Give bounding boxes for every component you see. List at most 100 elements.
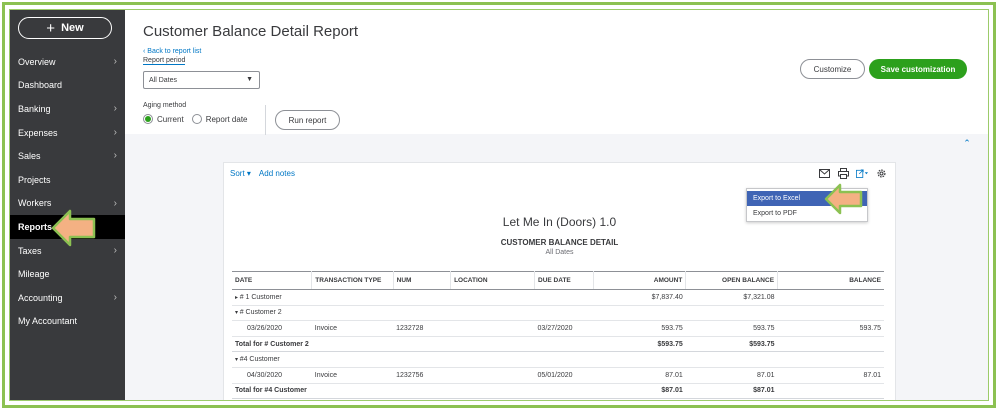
sidebar-item-taxes[interactable]: Taxes › [10,239,125,263]
table-cell [450,305,535,322]
table-cell: ▾ #4 Customer [232,351,312,368]
radio-current[interactable] [143,114,153,124]
table-cell: 87.01 [593,367,686,384]
table-cell [311,305,394,322]
table-cell [450,336,535,353]
table-cell [393,383,451,400]
export-to-pdf-option[interactable]: Export to PDF [753,210,797,217]
table-cell: $87.01 [685,383,778,400]
table-cell [777,336,884,353]
row-group-label: # 1 Customer [239,293,282,301]
column-header[interactable]: BALANCE [777,271,884,290]
radio-current-label: Current [157,114,184,124]
sidebar-item-dashboard[interactable]: Dashboard [10,74,125,98]
table-cell: ▸ # 1 Customer [232,289,312,306]
sidebar-item-label: My Accountant [18,316,78,327]
expand-icon[interactable]: ▸ [235,294,240,301]
column-header[interactable]: OPEN BALANCE [685,271,779,290]
chevron-right-icon: › [113,103,117,115]
sidebar-item-expenses[interactable]: Expenses › [10,121,125,145]
report-card: Sort ▾ Add notes Export to Excel [223,162,896,400]
chevron-up-icon[interactable]: ⌃ [963,137,971,148]
table-cell: ▾ # Customer 2 [232,305,312,322]
app-window: + New Overview › Dashboard Banking › Expenses… [9,9,989,401]
table-cell [311,383,394,400]
chevron-left-icon: ‹ [143,48,148,55]
table-cell: 1232728 [393,320,451,337]
table-row[interactable]: 03/26/2020 Invoice 1232728 03/27/2020 593.75… [232,320,884,337]
table-row[interactable]: 04/30/2020 Invoice 1232756 05/01/2020 87.01 8… [232,367,884,384]
sidebar-item-label: Expenses [18,127,58,138]
table-cell: 05/01/2020 [534,367,594,384]
collapse-icon[interactable]: ▾ [235,310,240,317]
table-cell: 03/27/2020 [534,320,594,337]
email-icon[interactable] [818,167,830,179]
report-period-value: All Dates [149,76,178,84]
column-header[interactable]: AMOUNT [593,271,687,290]
sidebar-item-label: Accounting [18,292,63,303]
sidebar-item-banking[interactable]: Banking › [10,97,125,121]
main-content: Customer Balance Detail Report ‹ Back to… [125,10,988,400]
sidebar-item-label: Dashboard [18,80,63,91]
sidebar-item-my-accountant[interactable]: My Accountant [10,310,125,334]
table-cell: 03/26/2020 [232,320,312,337]
column-header[interactable]: NUM [393,271,452,290]
sidebar-item-sales[interactable]: Sales › [10,144,125,168]
chevron-right-icon: › [113,291,117,303]
table-cell [534,351,594,368]
table-row: ▸ # 1 Customer $7,837.40 $7,321.08 [232,289,884,306]
table-cell: Total for #4 Customer [232,383,312,400]
column-header[interactable]: TRANSACTION TYPE [311,271,394,290]
table-cell: 1232756 [393,367,451,384]
table-cell [593,351,686,368]
chevron-right-icon: › [113,126,117,138]
print-icon[interactable] [837,167,849,179]
table-cell: $593.75 [685,336,778,353]
customize-button[interactable]: Customize [800,59,865,79]
sidebar-item-workers[interactable]: Workers › [10,192,125,216]
sidebar-item-label: Taxes [18,245,42,256]
table-cell [685,305,778,322]
column-header[interactable]: DUE DATE [534,271,594,290]
sidebar-item-label: Mileage [18,269,50,280]
table-cell: 593.75 [777,320,884,337]
sidebar-item-mileage[interactable]: Mileage [10,262,125,286]
table-cell: 593.75 [593,320,686,337]
table-row: Total for # Customer 2 $593.75 $593.75 [232,336,884,353]
column-header[interactable]: LOCATION [450,271,536,290]
table-cell [311,351,394,368]
chevron-right-icon: › [113,244,117,256]
export-icon[interactable] [856,167,868,179]
sidebar-item-overview[interactable]: Overview › [10,50,125,74]
table-cell [450,367,535,384]
sidebar-item-accounting[interactable]: Accounting › [10,286,125,310]
caret-down-icon: ▾ [244,169,251,178]
sidebar-item-label: Sales [18,151,41,162]
add-notes-link[interactable]: Add notes [258,169,295,178]
nav-menu: Overview › Dashboard Banking › Expenses › Sales… [10,50,125,333]
table-cell [450,320,535,337]
radio-report-date[interactable] [191,114,202,124]
table-cell: $593.75 [593,336,686,353]
new-button[interactable]: + New [18,17,112,39]
save-customization-button[interactable]: Save customization [869,59,967,79]
table-cell [685,351,778,368]
sort-dropdown[interactable]: Sort ▾ [230,169,251,178]
table-cell: 04/30/2020 [232,367,312,384]
callout-arrow-export [824,183,863,215]
sidebar-item-projects[interactable]: Projects [10,168,125,192]
back-to-report-list-link[interactable]: ‹ Back to report list [143,48,201,55]
column-header[interactable]: DATE [232,271,313,290]
run-report-button[interactable]: Run report [275,110,340,130]
page-title: Customer Balance Detail Report [143,23,359,40]
gear-icon[interactable] [875,167,887,179]
table-cell [777,289,884,306]
report-period-select[interactable]: All Dates ▼ [143,71,260,89]
collapse-icon[interactable]: ▾ [235,357,240,364]
table-cell: $7,837.40 [593,289,686,306]
table-cell: 87.01 [685,367,778,384]
report-header-panel: Customer Balance Detail Report ‹ Back to… [125,10,988,135]
table-cell [393,305,451,322]
table-cell: Total for # Customer 2 [232,336,312,353]
table-cell: $7,321.08 [685,289,778,306]
